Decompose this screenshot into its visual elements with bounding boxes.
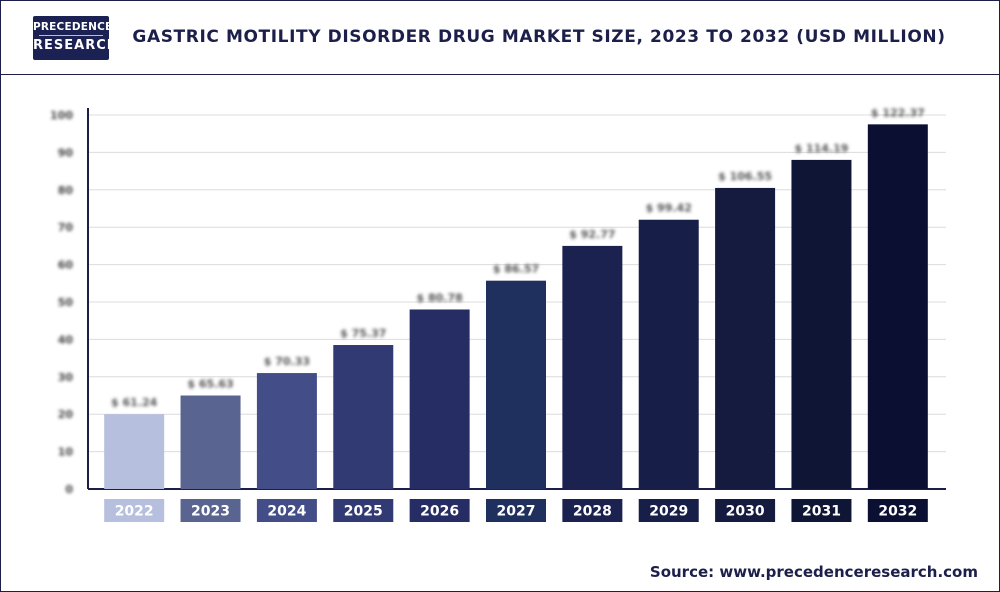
- x-label-box-2025: [333, 499, 394, 522]
- y-tick-label: 80: [58, 184, 74, 197]
- bar-2029: [638, 219, 699, 489]
- y-tick-label: 90: [58, 146, 74, 159]
- data-label-2022: $ 61.24: [111, 396, 158, 409]
- y-tick-label: 10: [58, 446, 74, 459]
- precedence-research-logo: PRECEDENCE RESEARCH: [33, 16, 119, 60]
- bar-2031: [791, 159, 852, 489]
- bar-2027: [486, 280, 546, 489]
- x-tick-label-2026: 2026: [420, 504, 459, 520]
- bar-2023: [180, 395, 241, 489]
- x-label-box-2029: [638, 499, 699, 522]
- x-tick-label-2032: 2032: [878, 504, 917, 520]
- data-label-2031: $ 114.19: [794, 142, 848, 155]
- data-label-2030: $ 106.55: [718, 170, 772, 183]
- x-tick-label-2031: 2031: [802, 504, 841, 520]
- x-label-box-2024: [256, 499, 317, 522]
- x-tick-label-2030: 2030: [726, 504, 765, 520]
- x-label-box-2023: [180, 499, 241, 522]
- logo-line-1: PRECEDENCE: [33, 21, 113, 33]
- x-tick-label-2029: 2029: [649, 504, 688, 520]
- bar-2032: [867, 124, 928, 489]
- y-tick-label: 40: [58, 333, 74, 346]
- data-label-2026: $ 80.78: [416, 291, 462, 304]
- bar-2028: [562, 245, 623, 489]
- bar-2026: [409, 309, 470, 489]
- x-tick-label-2027: 2027: [497, 504, 536, 520]
- source-text: Source: www.precedenceresearch.com: [649, 563, 978, 581]
- chart-title: GASTRIC MOTILITY DISORDER DRUG MARKET SI…: [132, 27, 946, 47]
- data-label-2025: $ 75.37: [340, 327, 386, 340]
- x-tick-label-2023: 2023: [191, 504, 230, 520]
- data-label-2027: $ 86.57: [493, 263, 539, 276]
- x-tick-label-2028: 2028: [573, 504, 612, 520]
- x-label-box-2028: [562, 499, 623, 522]
- data-label-2032: $ 122.37: [871, 106, 925, 119]
- x-label-box-2027: [486, 499, 546, 522]
- bar-2022: [104, 414, 165, 489]
- y-tick-label: 20: [58, 408, 74, 421]
- y-tick-label: 0: [65, 483, 73, 496]
- chart-area: 0 10 20 30 40 50 60 70 80 90 100 $ 61.24 2022 $ 65.63…: [0, 75, 1000, 555]
- bar-2030: [715, 187, 776, 489]
- logo-line-2: RESEARCH: [33, 38, 119, 53]
- logo-divider: [39, 35, 103, 36]
- data-label-2029: $ 99.42: [646, 202, 692, 215]
- y-tick-label: 70: [58, 221, 74, 234]
- y-tick-label: 60: [58, 259, 74, 272]
- x-label-box-2031: [791, 499, 852, 522]
- data-label-2024: $ 70.33: [264, 355, 310, 368]
- y-tick-label: 30: [58, 371, 74, 384]
- header-bar: PRECEDENCE RESEARCH GASTRIC MOTILITY DIS…: [1, 1, 999, 75]
- x-label-box-2032: [867, 499, 928, 522]
- x-tick-label-2024: 2024: [267, 504, 306, 520]
- x-tick-label-2025: 2025: [344, 504, 383, 520]
- x-label-box-2022: [104, 499, 165, 522]
- y-tick-label: 100: [50, 109, 73, 122]
- bar-2025: [333, 345, 394, 489]
- y-tick-label: 50: [58, 296, 74, 309]
- data-label-2023: $ 65.63: [187, 378, 233, 391]
- x-label-box-2030: [715, 499, 776, 522]
- data-label-2028: $ 92.77: [569, 228, 615, 241]
- bar-2024: [256, 373, 317, 489]
- x-label-box-2026: [409, 499, 470, 522]
- x-tick-label-2022: 2022: [115, 504, 154, 520]
